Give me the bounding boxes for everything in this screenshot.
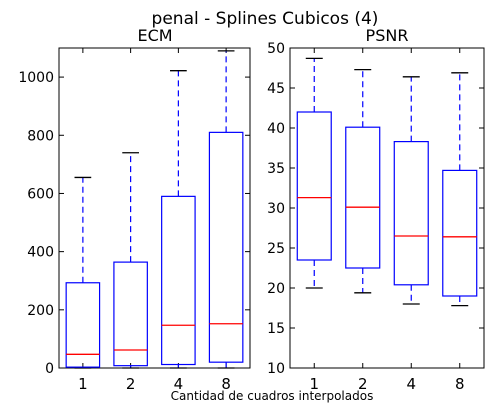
ecm-ytick-label: 600 [27,186,54,202]
psnr-ytick-label: 50 [267,41,285,57]
ecm-xtick-label: 2 [126,375,136,393]
psnr-ytick-label: 25 [267,241,285,257]
ecm-ytick-label: 400 [27,245,54,261]
psnr-ytick-label: 30 [267,201,285,217]
ecm-ytick-label: 800 [27,128,54,144]
psnr-box [345,126,381,269]
psnr-xtick-label: 1 [309,375,319,393]
ecm-xtick-label: 8 [221,375,231,393]
psnr-ytick-label: 45 [267,81,285,97]
psnr-xtick-label: 8 [455,375,465,393]
ecm-box [208,131,244,363]
ecm-title: ECM [137,26,172,45]
ecm-box [113,261,148,367]
ecm-box [65,282,101,368]
psnr-ytick-label: 20 [267,281,285,297]
psnr-title: PSNR [366,26,409,45]
ecm-box [161,195,196,366]
ecm-plot-frame [58,47,251,369]
ecm-xtick-label: 1 [78,375,88,393]
ecm-ytick-label: 0 [45,361,54,377]
psnr-box [442,169,478,297]
ecm-ytick-label: 200 [27,303,54,319]
psnr-xtick-label: 2 [358,375,368,393]
psnr-ytick-label: 10 [267,361,285,377]
ecm-xtick-label: 4 [174,375,184,393]
figure-xlabel: Cantidad de cuadros interpolados [171,389,374,403]
figure-suptitle: penal - Splines Cubicos (4) [152,9,379,29]
ecm-ytick-label: 1000 [18,70,54,86]
psnr-box [393,141,429,286]
psnr-ytick-label: 35 [267,161,285,177]
psnr-ytick-label: 15 [267,321,285,337]
psnr-box [296,111,332,261]
psnr-ytick-label: 40 [267,121,285,137]
psnr-xtick-label: 4 [406,375,416,393]
